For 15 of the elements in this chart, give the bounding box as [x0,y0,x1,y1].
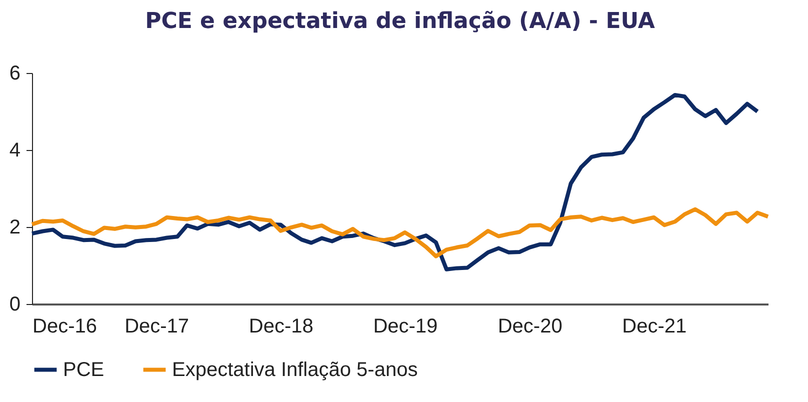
x-tick-label: Dec-18 [248,316,314,338]
chart-title: PCE e expectativa de inflação (A/A) - EUA [145,9,655,34]
y-tick-label: 0 [9,294,20,316]
x-tick-label: Dec-16 [32,316,97,338]
y-tick-label: 4 [9,140,20,162]
line-series [30,207,770,258]
legend-label: Expectativa Inflação 5-anos [172,358,418,381]
x-tick-label: Dec-21 [622,316,687,338]
y-tick-label: 6 [9,62,20,84]
line-series [30,92,760,272]
y-tick-label: 2 [9,216,20,238]
x-tick-label: Dec-19 [373,316,438,338]
x-tick-label: Dec-17 [124,316,190,338]
legend-label: PCE [63,358,104,381]
x-tick-label: Dec-20 [498,316,562,338]
